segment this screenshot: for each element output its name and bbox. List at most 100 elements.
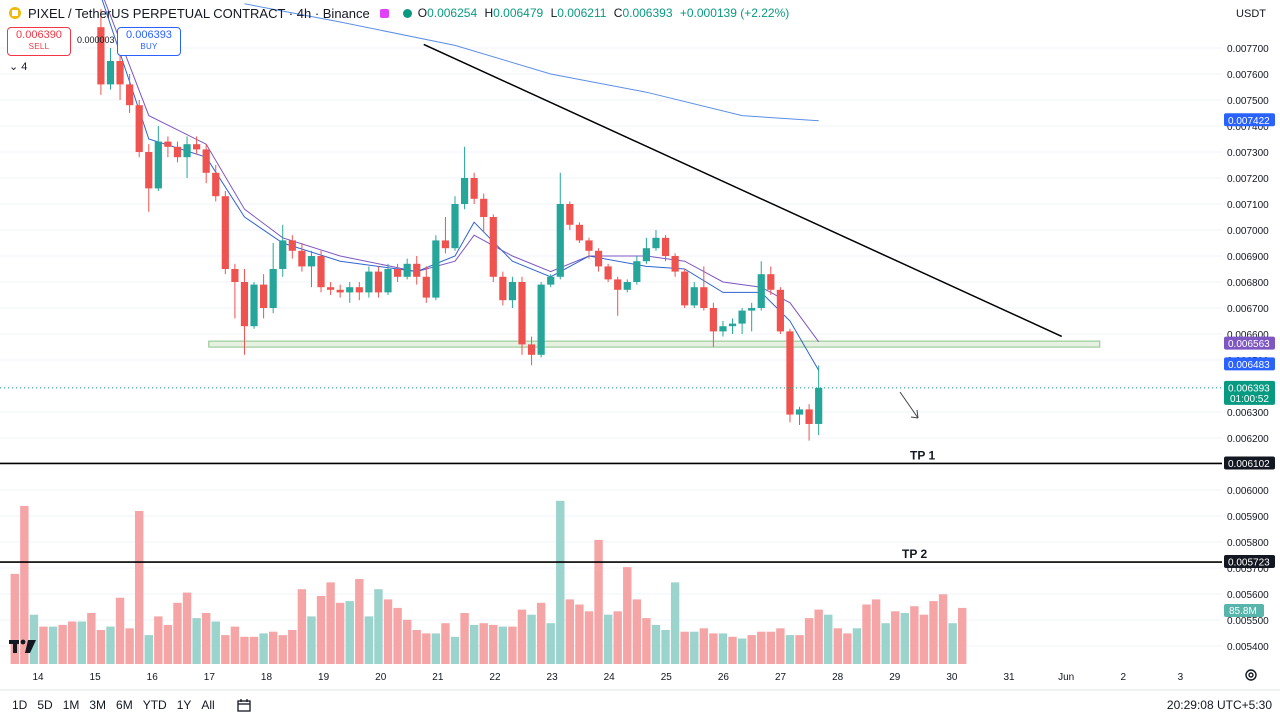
y-tick-label: 0.007600 [1227,70,1269,81]
volume-bar [412,630,421,664]
currency-selector[interactable]: USDT [1236,8,1266,20]
calendar-icon[interactable] [237,698,251,712]
candle-body [145,152,153,189]
ohlc-readout: O0.006254 H0.006479 L0.006211 C0.006393 … [418,6,794,20]
candle-body [288,240,296,251]
volume-bar [441,623,450,664]
tp-level-label: TP 1 [910,448,935,462]
volume-tag [1224,604,1264,617]
volume-bar [814,609,823,664]
candle-body [413,263,421,277]
trendline [423,43,1063,338]
symbol-title[interactable]: PIXEL / TetherUS PERPETUAL CONTRACT · 4h… [28,5,370,21]
x-tick-label: 14 [32,672,44,683]
volume-bar [20,505,29,664]
volume-bar [910,606,919,664]
candle-body [326,287,335,290]
settings-gear-icon[interactable] [1244,668,1258,682]
candle-body [355,287,363,293]
candle-body [106,61,115,85]
candle-body [585,240,593,251]
candle-body [537,284,545,355]
volume-bar [268,631,278,664]
range-1y-button[interactable]: 1Y [176,698,192,712]
bottom-toolbar: 1D 5D 1M 3M 6M YTD 1Y All 20:29:08 UTC+5… [0,690,1280,720]
volume-bar [77,621,86,664]
volume-bar [39,626,48,664]
volume-bar [575,604,584,664]
range-1d-button[interactable]: 1D [12,698,28,712]
volume-bar [68,621,77,664]
candle-body [815,387,823,424]
x-tick-label: 23 [547,672,559,683]
volume-bar [106,626,115,664]
candle-body [384,269,392,293]
range-6m-button[interactable]: 6M [116,698,133,712]
indicator-toggle-icon[interactable] [379,8,389,18]
volume-bar [316,596,326,664]
high-label: H [484,6,494,20]
volume-bar [402,619,412,664]
volume-bar [632,599,642,664]
y-tick-label: 0.006900 [1227,252,1269,263]
candle-body [738,310,746,324]
volume-bar [785,635,795,664]
candle-body [489,217,497,277]
candle-body [403,263,411,277]
candle-body [317,256,325,288]
clock-readout[interactable]: 20:29:08 UTC+5:30 [1166,698,1272,712]
candle-body [604,266,612,280]
candle-body [776,289,784,332]
volume-bar [891,611,900,664]
volume-bar [345,601,354,664]
indicators-collapse-button[interactable]: ⌄ 4 [9,60,27,73]
indicators-count: 4 [21,61,28,73]
range-ytd-button[interactable]: YTD [142,698,167,712]
price-tag [1224,336,1275,350]
close-value: 0.006393 [622,6,673,20]
candle-body [279,240,287,269]
x-tick-label: 3 [1178,672,1184,683]
tp-level-label: TP 2 [902,547,927,561]
x-tick-label: 27 [775,672,787,683]
range-3m-button[interactable]: 3M [89,698,107,712]
sell-label: SELL [28,42,50,51]
range-all-button[interactable]: All [201,698,215,712]
candle-body [307,256,316,267]
y-tick-label: 0.006300 [1227,408,1269,419]
sell-button[interactable]: 0.006390 SELL [7,27,71,56]
candle-body [795,409,804,415]
y-tick-label: 0.005400 [1227,642,1269,653]
range-5d-button[interactable]: 5D [37,698,53,712]
volume-bar [364,616,374,664]
x-tick-label: 21 [432,672,444,683]
candle-body [575,224,584,241]
y-tick-label: 0.005600 [1227,590,1269,601]
low-label: L [550,6,558,20]
volume-bar [651,624,661,664]
volume-bar [58,624,67,664]
candle-body [135,105,143,152]
volume-bar [201,613,211,664]
volume-bar [278,635,287,664]
volume-bar [833,628,843,664]
price-tag-label: 0.006483 [1228,360,1270,371]
buy-button[interactable]: 0.006393 BUY [117,27,181,56]
volume-bar [536,602,546,664]
volume-bar [182,592,192,664]
x-tick-label: 17 [204,672,216,683]
candle-body [805,409,813,424]
volume-bar [221,635,230,664]
volume-bar [900,613,909,664]
volume-bar [661,630,670,664]
range-1m-button[interactable]: 1M [62,698,80,712]
volume-bar [335,602,345,664]
volume-bar [852,628,862,664]
price-tag [1224,380,1275,405]
candle-body [154,141,162,189]
price-tag-label: 0.005723 [1228,558,1270,569]
volume-bar [431,633,441,664]
volume-bar [613,611,622,664]
price-tag [1224,357,1275,371]
